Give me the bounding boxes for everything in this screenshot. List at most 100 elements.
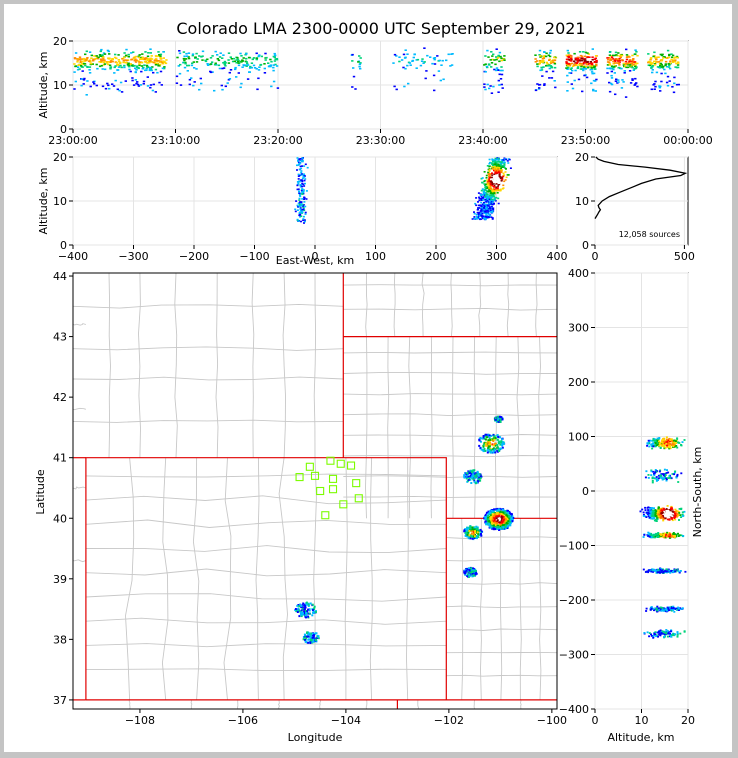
source-pixel	[257, 69, 261, 71]
source-pixel	[500, 66, 503, 68]
source-pixel	[497, 69, 500, 71]
source-pixel	[236, 58, 240, 61]
source-pixel	[665, 629, 668, 631]
source-pixel	[648, 635, 651, 638]
source-pixel	[490, 509, 493, 512]
county-line	[473, 699, 476, 709]
source-pixel	[134, 55, 138, 58]
source-pixel	[658, 571, 661, 573]
source-pixel	[425, 70, 428, 72]
source-pixel	[657, 568, 660, 571]
source-pixel	[664, 72, 667, 75]
source-pixel	[652, 510, 655, 512]
source-pixel	[496, 172, 499, 174]
source-pixel	[305, 635, 308, 638]
source-pixel	[300, 210, 303, 213]
source-pixel	[652, 442, 655, 445]
source-pixel	[304, 163, 307, 166]
source-pixel	[497, 417, 500, 420]
source-pixel	[486, 181, 489, 184]
source-pixel	[669, 632, 672, 635]
source-pixel	[302, 602, 305, 605]
source-pixel	[657, 515, 660, 518]
source-pixel	[629, 82, 633, 84]
source-pixel	[304, 634, 306, 636]
source-pixel	[475, 215, 478, 218]
source-pixel	[137, 85, 141, 87]
source-pixel	[663, 474, 666, 477]
source-pixel	[463, 476, 466, 479]
source-pixel	[610, 70, 613, 73]
source-pixel	[647, 535, 650, 537]
source-pixel	[482, 211, 485, 214]
source-pixel	[86, 80, 89, 82]
county-line	[278, 457, 288, 700]
y-tick-label: −300	[559, 649, 589, 662]
source-pixel	[74, 52, 78, 54]
source-pixel	[496, 189, 499, 192]
source-pixel	[667, 607, 670, 610]
source-pixel	[184, 61, 187, 64]
y-tick-label: 10	[575, 195, 589, 208]
source-pixel	[260, 55, 263, 58]
source-pixel	[143, 58, 146, 61]
source-pixel	[491, 182, 494, 185]
source-pixel	[643, 632, 646, 634]
source-pixel	[440, 64, 443, 66]
source-pixel	[297, 604, 300, 606]
source-pixel	[582, 68, 585, 70]
source-pixel	[83, 63, 86, 66]
source-pixel	[681, 607, 684, 610]
source-pixel	[312, 610, 315, 613]
source-pixel	[665, 479, 668, 482]
station-marker	[352, 479, 361, 488]
source-pixel	[668, 518, 671, 521]
station-marker	[328, 474, 338, 483]
county-line	[125, 457, 135, 700]
source-pixel	[132, 51, 135, 53]
source-pixel	[177, 65, 180, 67]
source-pixel	[185, 55, 189, 57]
station-marker	[339, 500, 348, 509]
source-pixel	[653, 444, 656, 447]
source-pixel	[654, 471, 657, 474]
source-pixel	[84, 64, 87, 67]
source-pixel	[108, 53, 111, 55]
source-pixel	[476, 477, 479, 480]
source-pixel	[211, 55, 214, 57]
source-pixel	[301, 165, 304, 167]
source-pixel	[494, 528, 497, 531]
source-pixel	[484, 196, 486, 198]
source-pixel	[655, 477, 658, 480]
source-pixel	[647, 509, 650, 512]
source-pixel	[103, 53, 107, 55]
source-pixel	[477, 532, 480, 535]
source-pixel	[615, 78, 618, 81]
source-pixel	[545, 61, 548, 64]
source-pixel	[141, 53, 144, 55]
source-pixel	[148, 67, 152, 70]
source-pixel	[137, 56, 141, 59]
source-pixel	[441, 59, 444, 62]
source-pixel	[134, 79, 137, 81]
source-pixel	[200, 82, 203, 85]
source-pixel	[659, 475, 662, 478]
source-pixel	[482, 446, 485, 449]
source-pixel	[626, 62, 629, 64]
source-pixel	[116, 88, 119, 91]
county-line	[85, 617, 447, 625]
source-pixel	[298, 163, 300, 165]
source-pixel	[159, 70, 163, 73]
source-pixel	[187, 52, 191, 54]
source-pixel	[660, 80, 663, 83]
source-pixel	[492, 195, 495, 197]
source-pixel	[676, 632, 679, 635]
source-pixel	[214, 50, 217, 53]
source-pixel	[201, 59, 204, 61]
source-pixel	[468, 535, 471, 538]
source-pixel	[500, 57, 503, 60]
source-pixel	[674, 440, 677, 442]
source-pixel	[636, 62, 639, 65]
source-pixel	[227, 52, 231, 54]
source-pixel	[622, 81, 625, 83]
